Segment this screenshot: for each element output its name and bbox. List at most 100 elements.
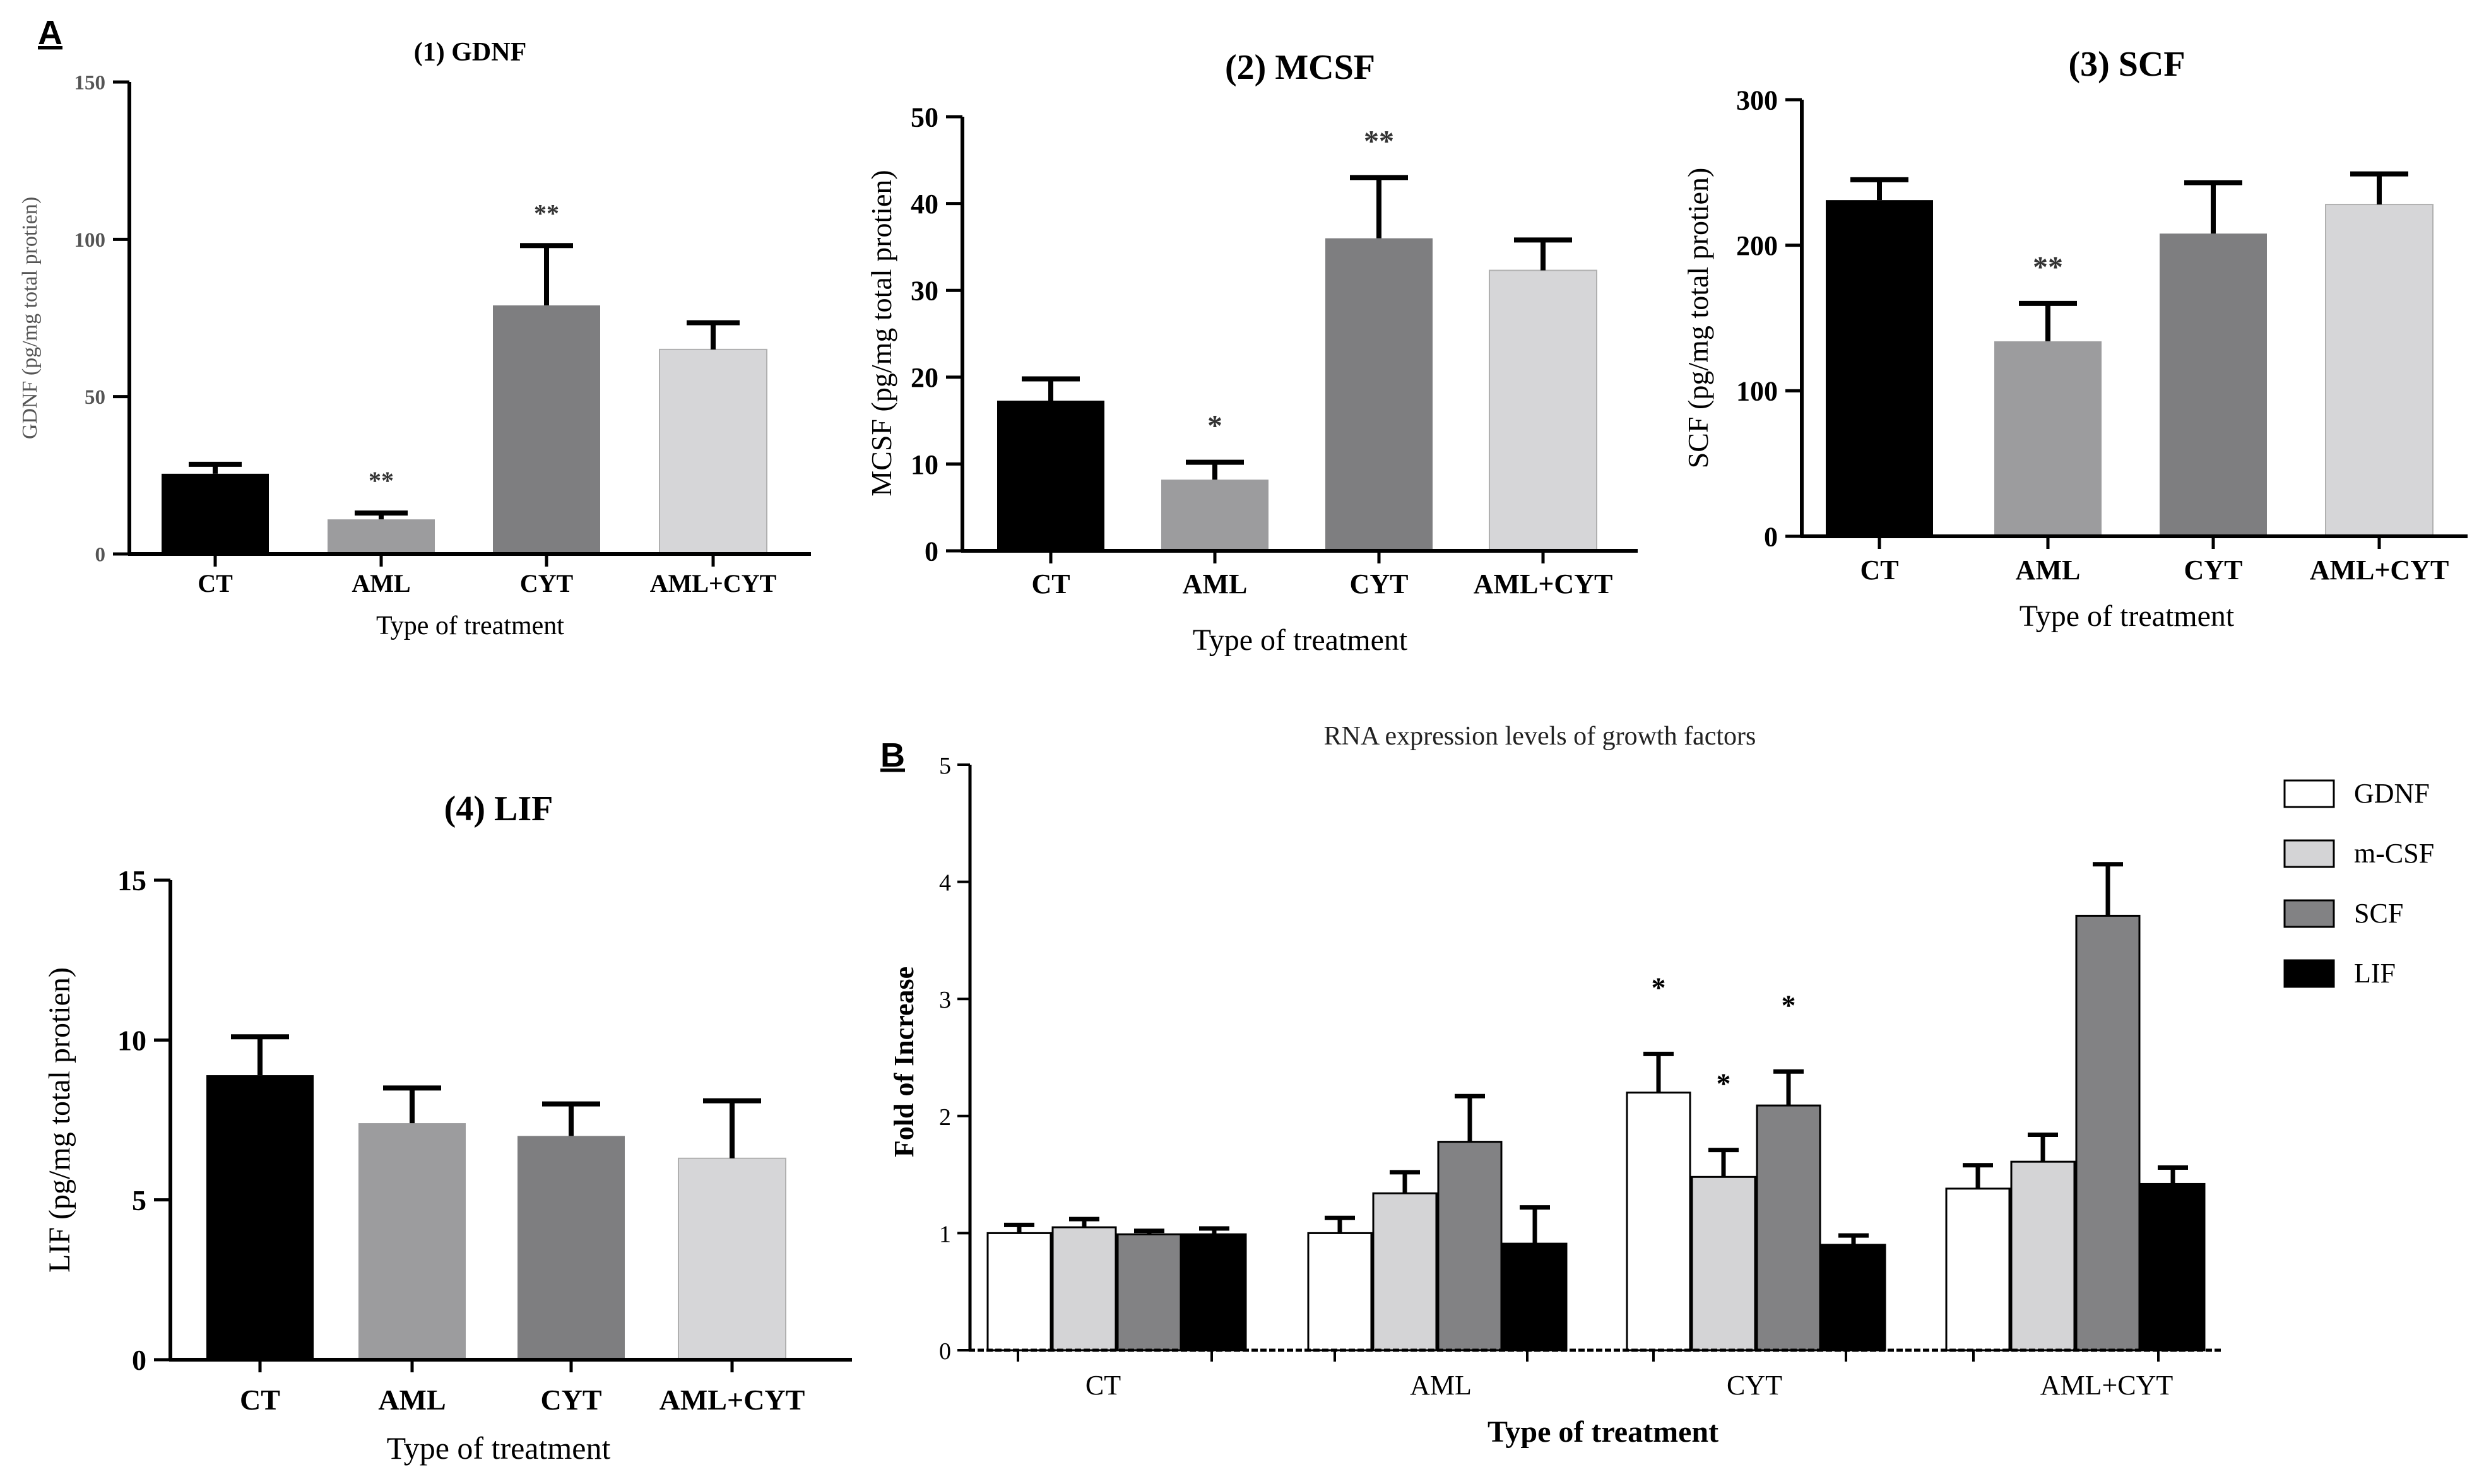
bar-scf-aml-cyt [2075,914,2141,1352]
x-tick-label: AML+CYT [650,569,777,598]
chart-3: (4) LIF LIF (pg/mg total protien) CT AML CYT… [43,789,852,1466]
y-axis-label: LIF (pg/mg total protien) [43,967,76,1273]
x-tick-label: CYT [2184,555,2243,586]
x-tick-label: AML [2016,555,2081,586]
y-tick-label: 50 [85,386,105,409]
y-axis-label: GDNF (pg/mg total protien) [18,197,42,439]
y-tick-label: 5 [132,1184,146,1216]
y-tick-label: 0 [1764,521,1778,552]
panel-label-a: A [38,14,62,52]
significance-marker: ** [2033,250,2063,284]
y-axis-label: SCF (pg/mg total protien) [1682,168,1714,469]
panel-label-b: B [880,736,905,774]
significance-marker: ** [1364,124,1394,158]
bar-scf-aml [1437,1141,1503,1352]
legend-swatch-lif [2283,959,2335,988]
y-tick-label: 0 [132,1344,146,1376]
bar-ct [162,473,269,554]
x-tick-label: AML [1183,568,1248,599]
x-axis-label: Type of treatment [2020,599,2235,633]
bar-scf-ct [1116,1233,1182,1352]
y-axis-label: Fold of Increase [889,967,920,1157]
x-tick-label: CT [1031,568,1070,599]
x-tick-label: CYT [540,1384,601,1416]
chart-1: (2) MCSF MCSF (pg/mg total protien) CT * AML… [865,48,1638,657]
y-tick-label: 15 [117,864,146,897]
bar-aml-cyt [659,348,767,555]
bar-m-csf-cyt [1691,1175,1756,1352]
significance-marker: * [1782,989,1796,1021]
x-tick-label: AML+CYT [2310,555,2449,586]
chart-title: RNA expression levels of growth factors [1324,722,1756,751]
x-tick-label: AML [352,569,410,598]
y-tick-label: 4 [939,870,951,897]
bar-lif-aml [1502,1242,1568,1352]
bar-gdnf-ct [986,1232,1052,1352]
x-tick-label: CYT [1727,1370,1782,1401]
chart-2: (3) SCF SCF (pg/mg total protien) CT ** AML C… [1682,45,2468,633]
y-tick-label: 3 [939,987,951,1013]
bar-m-csf-aml [1372,1192,1438,1352]
y-axis-label: MCSF (pg/mg total protien) [865,170,897,497]
significance-marker: * [1652,971,1666,1003]
bar-aml [328,519,435,554]
x-tick-label: AML [1410,1370,1472,1401]
x-tick-label: CT [240,1384,280,1416]
x-axis-label: Type of treatment [376,611,564,640]
bar-lif-ct [1181,1233,1247,1352]
chart-title: (2) MCSF [1225,48,1375,87]
significance-marker: * [1207,409,1222,443]
bar-aml [1161,480,1269,551]
x-tick-label: AML+CYT [659,1384,805,1416]
bar-aml-cyt [678,1157,786,1361]
bar-gdnf-aml [1307,1232,1373,1352]
y-tick-label: 200 [1736,230,1778,261]
y-tick-label: 0 [95,544,106,567]
significance-marker: ** [534,199,559,227]
x-axis-label: Type of treatment [1193,623,1408,657]
bar-aml [1994,341,2102,536]
y-tick-label: 2 [939,1104,951,1131]
chart-title: (3) SCF [2068,45,2185,84]
legend-swatch-gdnf [2283,779,2335,808]
bar-scf-cyt [1756,1104,1821,1352]
legend-label: LIF [2354,958,2396,989]
bar-aml-cyt [1489,269,1597,551]
bar-cyt [2160,233,2267,536]
significance-marker: * [1717,1068,1731,1100]
chart-4: RNA expression levels of growth factors F… [889,722,2434,1449]
y-tick-label: 20 [911,362,938,393]
y-tick-label: 10 [911,449,938,480]
x-tick-label: AML+CYT [1474,568,1613,599]
x-axis-label: Type of treatment [387,1430,611,1466]
x-tick-label: AML [378,1384,446,1416]
x-tick-label: CYT [520,569,574,598]
legend: GDNF m-CSF SCF LIF [2283,778,2434,989]
y-tick-label: 1 [939,1221,951,1247]
x-tick-label: CT [1085,1370,1121,1401]
x-tick-label: AML+CYT [2040,1370,2174,1401]
y-tick-label: 0 [925,536,938,567]
y-tick-label: 0 [939,1338,951,1365]
bar-cyt [518,1136,625,1360]
x-axis-label: Type of treatment [1487,1415,1718,1449]
legend-swatch-scf [2283,899,2335,928]
y-tick-label: 50 [911,102,938,132]
y-tick-label: 10 [117,1024,146,1056]
chart-0: (1) GDNF GDNF (pg/mg total protien) CT ** AM… [18,38,811,640]
y-tick-label: 150 [74,72,106,95]
significance-marker: ** [369,466,394,495]
chart-title: (1) GDNF [414,38,526,67]
chart-title: (4) LIF [444,789,553,828]
legend-label: GDNF [2354,778,2430,809]
legend-label: m-CSF [2354,838,2434,869]
y-tick-label: 40 [911,189,938,220]
legend-label: SCF [2354,898,2403,929]
bar-m-csf-aml-cyt [2010,1160,2076,1352]
bar-aml [358,1123,466,1360]
bar-lif-cyt [1821,1244,1886,1352]
bar-ct [206,1075,314,1360]
y-tick-label: 30 [911,276,938,307]
y-tick-label: 5 [939,753,951,779]
